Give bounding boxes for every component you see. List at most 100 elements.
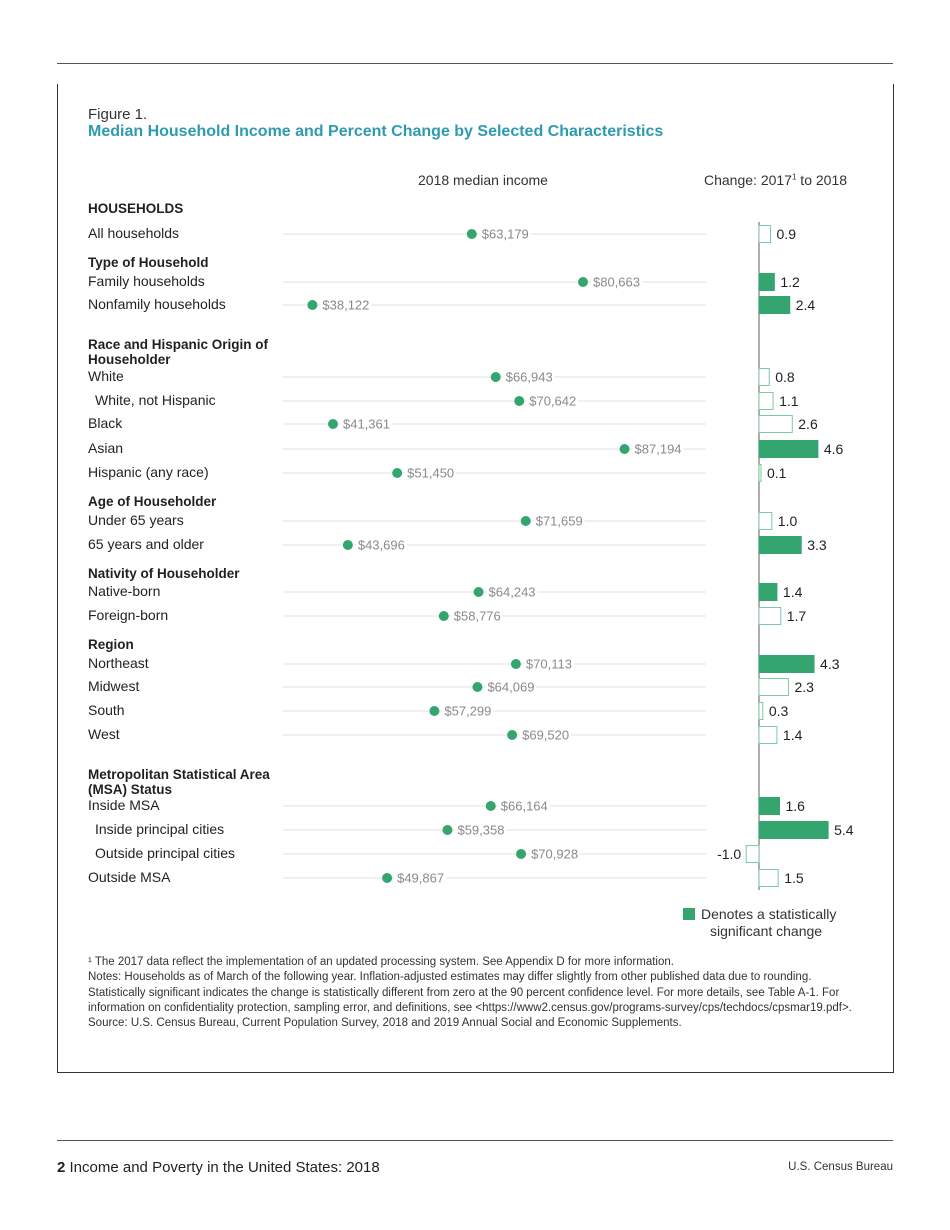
income-label: $64,243 bbox=[489, 585, 536, 600]
income-dot bbox=[619, 444, 630, 454]
income-label: $41,361 bbox=[343, 417, 390, 432]
income-label-bg bbox=[533, 513, 585, 529]
income-dot bbox=[516, 849, 527, 859]
income-label-bg bbox=[503, 369, 555, 385]
change-bar bbox=[758, 512, 773, 530]
row-label: Outside MSA bbox=[88, 869, 171, 885]
income-label: $63,179 bbox=[482, 227, 529, 242]
row-label: Under 65 years bbox=[88, 512, 184, 528]
change-label: 1.7 bbox=[787, 608, 807, 624]
income-label: $51,450 bbox=[407, 466, 454, 481]
group-header: Region bbox=[88, 637, 134, 652]
income-label: $58,776 bbox=[454, 609, 501, 624]
income-dot bbox=[307, 300, 318, 310]
change-label: 1.5 bbox=[784, 870, 804, 886]
change-label: 2.4 bbox=[796, 297, 816, 313]
change-bar bbox=[758, 368, 770, 386]
income-dot bbox=[429, 706, 440, 716]
income-label-bg bbox=[405, 465, 457, 481]
income-label: $70,113 bbox=[526, 657, 572, 672]
change-bar bbox=[758, 797, 780, 815]
income-label: $69,520 bbox=[522, 728, 569, 743]
income-label-bg bbox=[355, 537, 407, 553]
change-bar bbox=[758, 225, 772, 243]
group-header: HOUSEHOLDS bbox=[88, 201, 184, 216]
income-label: $57,299 bbox=[444, 704, 491, 719]
source-text: Source: U.S. Census Bureau, Current Popu… bbox=[88, 1017, 682, 1030]
legend-line1: Denotes a statistically bbox=[701, 906, 837, 922]
row-label: 65 years and older bbox=[88, 536, 204, 552]
income-label: $64,069 bbox=[487, 680, 534, 695]
income-dot bbox=[485, 801, 496, 811]
change-label: 2.6 bbox=[798, 416, 818, 432]
footnote-marker: 1 bbox=[791, 172, 797, 182]
change-label: 1.4 bbox=[783, 727, 803, 743]
income-label-bg bbox=[632, 441, 684, 457]
income-label: $66,943 bbox=[506, 370, 553, 385]
income-dot bbox=[342, 540, 353, 550]
row-label: Nonfamily households bbox=[88, 296, 226, 312]
row-label: Outside principal cities bbox=[95, 845, 236, 861]
change-label: 4.6 bbox=[824, 441, 844, 457]
income-dot bbox=[466, 229, 477, 239]
notes-text: Notes: Households as of March of the fol… bbox=[88, 971, 852, 1014]
change-label: 1.0 bbox=[778, 513, 798, 529]
income-label-bg bbox=[479, 226, 531, 242]
change-header-suffix: to 2018 bbox=[796, 172, 848, 188]
change-bar bbox=[758, 415, 793, 433]
income-dot bbox=[577, 277, 588, 287]
page-number: 2 bbox=[57, 1159, 66, 1176]
income-label-bg bbox=[523, 656, 574, 672]
change-label: 3.3 bbox=[807, 537, 827, 553]
row-label: Northeast bbox=[88, 655, 149, 671]
group-header: Type of Household bbox=[88, 255, 209, 270]
row-label: Family households bbox=[88, 273, 205, 289]
income-label-bg bbox=[485, 679, 537, 695]
change-bar bbox=[745, 845, 760, 863]
income-dot bbox=[514, 396, 525, 406]
income-label-bg bbox=[320, 297, 372, 313]
row-label: Foreign-born bbox=[88, 607, 169, 623]
income-label: $38,122 bbox=[322, 298, 369, 313]
income-label-bg bbox=[341, 416, 393, 432]
income-label-bg bbox=[498, 798, 550, 814]
legend-line2: significant change bbox=[710, 923, 823, 939]
row-label: All households bbox=[88, 225, 180, 241]
figure-title: Median Household Income and Percent Chan… bbox=[88, 123, 664, 140]
change-bar bbox=[758, 296, 791, 314]
income-label: $71,659 bbox=[536, 514, 583, 529]
change-bar bbox=[758, 392, 774, 410]
change-bar bbox=[758, 536, 802, 554]
row-label: Asian bbox=[88, 440, 124, 456]
notes-block: ¹ The 2017 data reflect the implementati… bbox=[88, 955, 868, 1031]
income-label: $87,194 bbox=[635, 442, 682, 457]
income-label: $43,696 bbox=[358, 538, 405, 553]
change-bar bbox=[758, 273, 775, 291]
income-label-bg bbox=[486, 584, 538, 600]
change-label: 0.3 bbox=[769, 703, 789, 719]
change-bar bbox=[758, 464, 762, 482]
income-label-bg bbox=[442, 703, 494, 719]
change-column-header: Change: 20171 to 2018 bbox=[704, 172, 847, 188]
group-header: Age of Householder bbox=[88, 494, 217, 509]
income-dot bbox=[328, 419, 339, 429]
group-header: Metropolitan Statistical Area (MSA) Stat… bbox=[88, 767, 270, 797]
income-label-bg bbox=[451, 608, 503, 624]
row-label: Midwest bbox=[88, 678, 140, 694]
income-label-bg bbox=[590, 274, 642, 290]
income-dot bbox=[490, 372, 501, 382]
change-bar bbox=[758, 607, 782, 625]
change-label: 0.9 bbox=[777, 226, 797, 242]
footnote: ¹ The 2017 data reflect the implementati… bbox=[88, 956, 674, 968]
income-dot bbox=[472, 682, 483, 692]
change-label: 0.1 bbox=[767, 465, 787, 481]
income-dot bbox=[438, 611, 449, 621]
income-label-bg bbox=[455, 822, 507, 838]
group-header: Race and Hispanic Origin of Householder bbox=[88, 337, 269, 367]
income-label-bg bbox=[395, 870, 447, 886]
income-label-bg bbox=[520, 727, 572, 743]
change-label: 5.4 bbox=[834, 822, 854, 838]
income-label: $80,663 bbox=[593, 275, 640, 290]
change-header-prefix: Change: 2017 bbox=[704, 172, 792, 188]
